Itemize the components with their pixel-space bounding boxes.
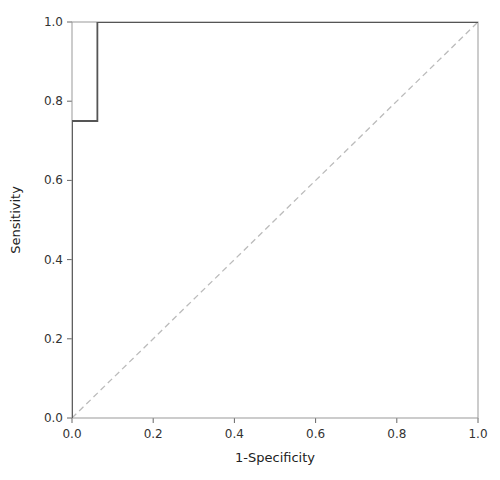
y-tick bbox=[67, 22, 72, 23]
chart: 0.0 0.2 0.4 0.6 0.8 1.0 0.0 0.2 0.4 0.6 0.8 1.0 1-Sp… bbox=[0, 0, 500, 480]
x-tick bbox=[234, 418, 235, 423]
x-tick bbox=[396, 418, 397, 423]
y-tick bbox=[67, 180, 72, 181]
y-tick bbox=[67, 259, 72, 260]
y-tick-label: 0.4 bbox=[44, 253, 63, 267]
x-tick-label: 0.4 bbox=[225, 427, 244, 441]
x-tick-label: 0.2 bbox=[144, 427, 163, 441]
plot-frame bbox=[72, 22, 478, 418]
plot-area bbox=[72, 22, 478, 418]
x-tick bbox=[315, 418, 316, 423]
y-tick bbox=[67, 418, 72, 419]
y-tick-label: 1.0 bbox=[44, 15, 63, 29]
x-tick-label: 0.0 bbox=[62, 427, 81, 441]
x-tick-label: 0.8 bbox=[387, 427, 406, 441]
x-tick-label: 1.0 bbox=[468, 427, 487, 441]
reference-line bbox=[72, 22, 478, 418]
x-tick bbox=[153, 418, 154, 423]
axes: 0.0 0.2 0.4 0.6 0.8 1.0 0.0 0.2 0.4 0.6 0.8 1.0 bbox=[44, 15, 488, 441]
x-tick bbox=[478, 418, 479, 423]
y-axis-label: Sensitivity bbox=[8, 186, 23, 254]
y-tick bbox=[67, 101, 72, 102]
y-tick bbox=[67, 338, 72, 339]
x-tick bbox=[72, 418, 73, 423]
x-tick-label: 0.6 bbox=[306, 427, 325, 441]
y-tick-label: 0.2 bbox=[44, 332, 63, 346]
y-tick-label: 0.0 bbox=[44, 411, 63, 425]
y-tick-label: 0.6 bbox=[44, 173, 63, 187]
y-tick-label: 0.8 bbox=[44, 94, 63, 108]
roc-line bbox=[72, 22, 478, 418]
x-axis-label: 1-Specificity bbox=[235, 450, 315, 465]
